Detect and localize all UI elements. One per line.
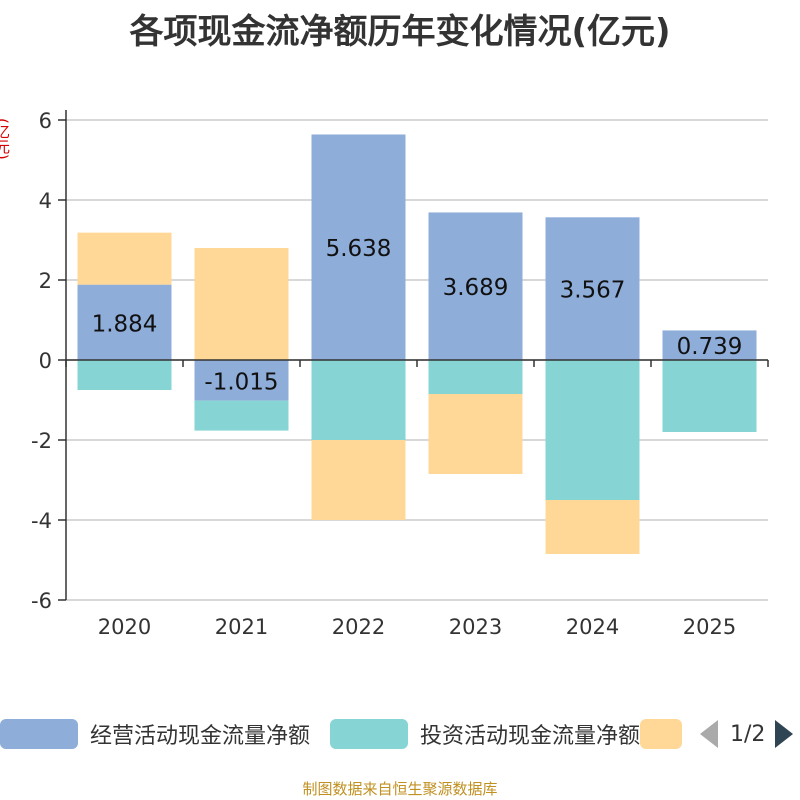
source-footer: 制图数据来自恒生聚源数据库 xyxy=(302,780,498,798)
legend-swatch-financing xyxy=(640,719,682,749)
bar-operating-2022 xyxy=(311,134,406,360)
legend-label-investing: 投资活动现金流量净额 xyxy=(420,724,641,749)
y-tick-label: -2 xyxy=(31,429,52,453)
y-tick-label: 6 xyxy=(39,109,52,133)
bar-investing-2025 xyxy=(662,360,757,432)
legend-prev-icon[interactable] xyxy=(700,720,718,748)
bar-investing-2024 xyxy=(545,360,640,500)
bar-operating-2021 xyxy=(194,360,289,401)
bar-chart: 6 4 2 0 -2 -4 -6 1.884 2020 -1.015 2021 5.638 2022 3.… xyxy=(31,109,769,639)
legend-swatch-investing xyxy=(330,719,409,749)
y-tick-label: 4 xyxy=(39,189,52,213)
bar-financing-2022 xyxy=(311,440,406,520)
bar-investing-2022 xyxy=(311,360,406,440)
chart-title: 各项现金流净额历年变化情况(亿元) xyxy=(129,12,671,52)
bar-financing-2024 xyxy=(545,500,640,554)
x-tick-label: 2020 xyxy=(98,615,151,639)
y-tick-label: -6 xyxy=(31,589,52,613)
y-tick-label: 0 xyxy=(39,349,52,373)
bar-operating-2025 xyxy=(662,330,757,360)
x-tick-label: 2022 xyxy=(332,615,385,639)
legend-swatch-operating xyxy=(0,719,78,749)
legend-label-operating: 经营活动现金流量净额 xyxy=(90,724,311,749)
data-label-2023: 3.689 xyxy=(443,275,509,301)
y-axis-unit-label: (亿元) xyxy=(0,118,11,160)
y-tick-label: 2 xyxy=(39,269,52,293)
bar-operating-2023 xyxy=(428,212,523,360)
legend-pager: 1/2 xyxy=(700,714,794,754)
bar-financing-2023 xyxy=(428,394,523,474)
bar-investing-2021 xyxy=(194,400,289,431)
x-tick-label: 2023 xyxy=(449,615,502,639)
legend-item-investing[interactable]: 投资活动现金流量净额 xyxy=(330,718,640,750)
data-label-2021: -1.015 xyxy=(204,369,278,395)
bar-investing-2023 xyxy=(428,360,523,394)
legend-page-indicator: 1/2 xyxy=(730,721,766,747)
bar-financing-2021 xyxy=(194,248,289,360)
x-tick-label: 2021 xyxy=(215,615,268,639)
legend-item-financing[interactable] xyxy=(640,719,694,749)
data-label-2024: 3.567 xyxy=(560,278,626,304)
bar-investing-2020 xyxy=(77,360,172,390)
bar-financing-2020 xyxy=(77,232,172,285)
bar-operating-2024 xyxy=(545,217,640,360)
bar-operating-2020 xyxy=(77,284,172,360)
x-tick-label: 2025 xyxy=(683,615,736,639)
x-tick-label: 2024 xyxy=(566,615,619,639)
legend: 经营活动现金流量净额 投资活动现金流量净额 1/2 xyxy=(0,714,800,754)
data-label-2025: 0.739 xyxy=(677,334,743,360)
y-tick-label: -4 xyxy=(31,509,52,533)
legend-item-operating[interactable]: 经营活动现金流量净额 xyxy=(0,718,310,750)
legend-next-icon[interactable] xyxy=(775,720,794,748)
data-label-2020: 1.884 xyxy=(92,311,158,337)
data-label-2022: 5.638 xyxy=(326,236,392,262)
